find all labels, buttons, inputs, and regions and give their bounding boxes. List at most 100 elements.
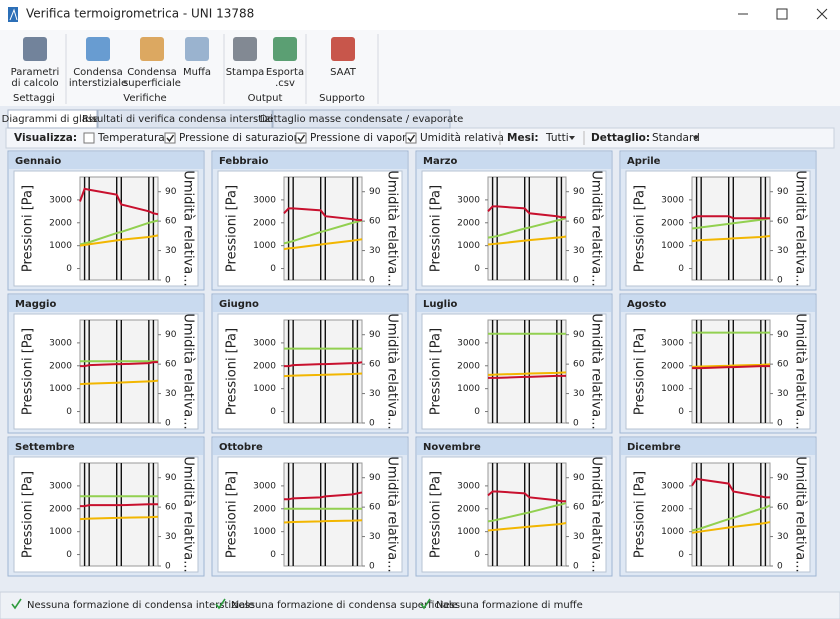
plot-area	[79, 319, 159, 424]
plot-area	[79, 176, 159, 281]
ribbon-button-label: Condensa	[73, 67, 123, 78]
status-check	[11, 598, 22, 610]
y2-tick-label: 90	[777, 330, 789, 340]
ribbon-button-label: interstiziale	[69, 78, 127, 89]
y2-tick-label: 90	[777, 473, 789, 483]
y-tick-label: 3000	[457, 338, 480, 348]
plot-area	[691, 319, 771, 424]
month-panel-header	[9, 295, 203, 312]
series-line	[691, 217, 771, 230]
checkbox-check	[297, 134, 306, 143]
y2-tick-label: 90	[165, 473, 177, 483]
y-tick-label: 1000	[49, 241, 72, 251]
month-panel-header	[9, 152, 203, 169]
y-axis-label: Pressioni [Pa]	[429, 471, 444, 558]
y2-tick-label: 60	[777, 503, 789, 513]
ribbon-icon	[23, 37, 47, 61]
checkbox-check	[166, 134, 175, 143]
ribbon-button-label: Muffa	[183, 67, 211, 78]
y2-axis-label: Umidità relativa...	[385, 313, 400, 429]
month-panel-header	[621, 438, 815, 455]
status-message: Nessuna formazione di condensa interstiz…	[27, 600, 254, 611]
y2-tick-label: 90	[165, 330, 177, 340]
month-panel-header	[417, 295, 611, 312]
series-line	[79, 379, 159, 386]
month-title: Dicembre	[627, 442, 681, 453]
plot-area	[487, 462, 567, 567]
series-line	[79, 219, 159, 246]
series-line	[487, 371, 567, 376]
y2-tick-label: 30	[165, 246, 177, 256]
series-line	[79, 234, 159, 247]
y2-axis-label: Umidità relativa...	[385, 456, 400, 572]
y-tick-label: 1000	[661, 241, 684, 251]
y-tick-label: 2000	[457, 361, 480, 371]
series-line	[284, 361, 363, 368]
y2-tick-label: 90	[573, 473, 585, 483]
plot-area	[283, 176, 363, 281]
months-dropdown[interactable]: Tutti	[545, 132, 569, 144]
y-tick-label: 1000	[457, 241, 480, 251]
month-title: Giugno	[219, 299, 259, 310]
checkbox[interactable]	[405, 132, 417, 144]
y2-tick-label: 60	[165, 503, 177, 513]
month-panel-header	[417, 152, 611, 169]
plot-area	[283, 319, 363, 424]
ribbon-icon	[233, 37, 257, 61]
ribbon-group-label: Output	[248, 93, 283, 104]
plot-area	[283, 462, 363, 567]
series-line	[691, 521, 771, 534]
tab[interactable]	[272, 109, 451, 129]
ribbon-icon	[140, 37, 164, 61]
y-tick-label: 1000	[49, 527, 72, 537]
ribbon-button-label: superficiale	[123, 78, 181, 89]
month-title: Marzo	[423, 156, 457, 167]
ribbon-button-label: .csv	[275, 78, 295, 89]
y2-tick-label: 90	[573, 330, 585, 340]
y-tick-label: 3000	[457, 481, 480, 491]
detail-label: Dettaglio:	[591, 132, 650, 144]
close-button[interactable]	[816, 8, 828, 20]
month-title: Aprile	[627, 156, 661, 167]
checkbox[interactable]	[83, 132, 95, 144]
series-line	[691, 215, 770, 220]
tab[interactable]	[7, 109, 98, 129]
series-line	[691, 363, 771, 368]
checkbox-check	[407, 134, 416, 143]
y-tick-label: 0	[66, 550, 72, 560]
y-tick-label: 2000	[253, 504, 276, 514]
y-axis-label: Pressioni [Pa]	[21, 328, 36, 415]
y-axis-label: Pressioni [Pa]	[21, 471, 36, 558]
maximize-button[interactable]	[776, 8, 788, 20]
y-tick-label: 3000	[253, 481, 276, 491]
y2-tick-label: 30	[777, 532, 789, 542]
y-axis-label: Pressioni [Pa]	[225, 328, 240, 415]
month-title: Novembre	[423, 442, 481, 453]
y2-tick-label: 30	[777, 246, 789, 256]
y-axis-label: Pressioni [Pa]	[633, 471, 648, 558]
y-tick-label: 2000	[253, 218, 276, 228]
y-axis-label: Pressioni [Pa]	[633, 185, 648, 272]
detail-dropdown[interactable]: Standard	[652, 132, 700, 144]
tab-label: Diagrammi di glaser	[2, 114, 105, 125]
ribbon-button-label: di calcolo	[11, 78, 58, 89]
y-tick-label: 1000	[457, 527, 480, 537]
month-title: Ottobre	[219, 442, 263, 453]
tab[interactable]	[97, 109, 273, 129]
y-tick-label: 3000	[457, 195, 480, 205]
y-tick-label: 1000	[457, 384, 480, 394]
series-line	[691, 504, 771, 532]
month-panel-header	[213, 152, 407, 169]
dropdown-arrow	[693, 136, 699, 140]
y2-tick-label: 90	[573, 187, 585, 197]
y2-axis-label: Umidità relativa...	[793, 313, 808, 429]
checkbox[interactable]	[295, 132, 307, 144]
ribbon-group-label: Supporto	[319, 93, 365, 104]
y2-tick-label: 0	[777, 276, 783, 286]
month-panel-header	[9, 438, 203, 455]
y-tick-label: 2000	[49, 504, 72, 514]
series-line	[283, 238, 363, 251]
y2-tick-label: 60	[573, 217, 585, 227]
checkbox[interactable]	[164, 132, 176, 144]
status-bar	[0, 591, 840, 619]
